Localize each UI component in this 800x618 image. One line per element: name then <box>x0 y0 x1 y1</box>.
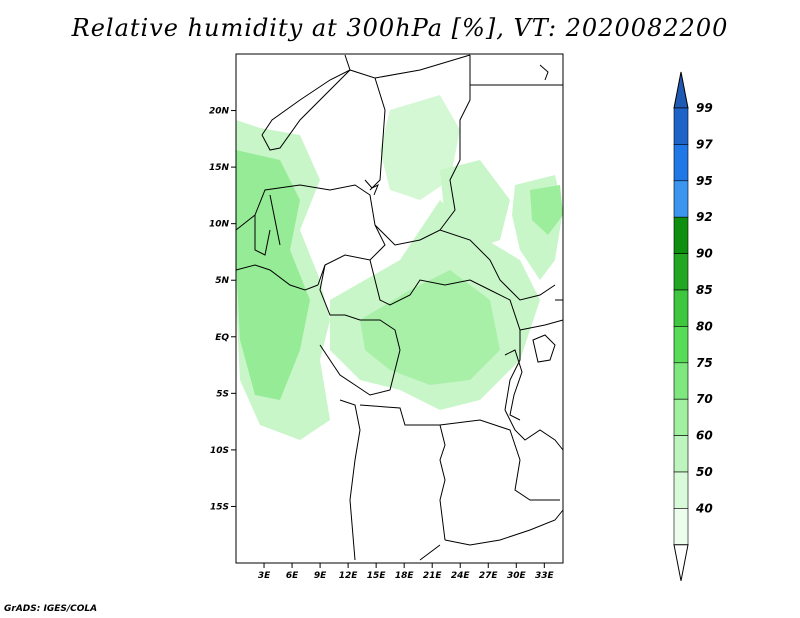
colorbar-segment <box>673 253 689 291</box>
colorbar-segment <box>673 289 689 327</box>
colorbar-label: 97 <box>696 137 713 151</box>
lon-tick-label: 21E <box>423 571 443 581</box>
colorbar-segment <box>673 216 689 254</box>
longitude-axis: 3E 6E 9E 12E 15E 18E 21E 24E 27E 30E 33E <box>258 563 555 581</box>
lon-tick-label: 9E <box>314 571 327 581</box>
colorbar-label: 50 <box>696 465 713 479</box>
colorbar-bottom-arrow <box>673 544 689 581</box>
lat-tick-label: 5S <box>216 389 229 399</box>
colorbar-label: 40 <box>695 501 713 515</box>
grads-credit: GrADS: IGES/COLA <box>4 604 98 614</box>
humidity-region-east-core <box>530 185 563 235</box>
colorbar-label: 75 <box>696 356 713 370</box>
humidity-region-central-core <box>360 270 500 385</box>
lon-tick-label: 30E <box>507 571 527 581</box>
lon-tick-label: 3E <box>258 571 271 581</box>
humidity-region-north <box>380 95 460 200</box>
colorbar-segment <box>673 398 689 436</box>
lon-tick-label: 33E <box>535 571 555 581</box>
lon-tick-label: 27E <box>479 571 499 581</box>
colorbar-segment <box>673 362 689 400</box>
lat-tick-label: 5N <box>215 276 229 286</box>
colorbar-segment <box>673 435 689 473</box>
lon-tick-label: 15E <box>367 571 387 581</box>
colorbar: 99 97 95 92 90 85 80 75 70 60 50 40 <box>673 71 713 581</box>
colorbar-top-arrow <box>673 71 689 109</box>
humidity-region-northeast <box>440 160 510 250</box>
colorbar-segment <box>673 180 689 218</box>
lat-tick-label: EQ <box>215 333 229 343</box>
map-title: Relative humidity at 300hPa [%], VT: 202… <box>71 14 729 42</box>
country-boundaries <box>235 54 564 561</box>
lon-tick-label: 18E <box>395 571 415 581</box>
colorbar-segment <box>673 508 689 546</box>
lon-tick-label: 12E <box>339 571 359 581</box>
humidity-shading <box>236 95 563 440</box>
colorbar-segment <box>673 471 689 509</box>
lon-tick-label: 24E <box>451 571 471 581</box>
colorbar-label: 80 <box>696 319 713 333</box>
colorbar-label: 92 <box>696 210 713 224</box>
colorbar-label: 85 <box>696 283 713 297</box>
humidity-region-west-core <box>236 150 310 400</box>
colorbar-segment <box>673 144 689 182</box>
lat-tick-label: 15S <box>210 502 229 512</box>
colorbar-label: 95 <box>696 174 713 188</box>
colorbar-label: 70 <box>696 392 713 406</box>
colorbar-label: 60 <box>696 429 713 443</box>
lat-tick-label: 10S <box>210 446 229 456</box>
lat-tick-label: 10N <box>209 220 230 230</box>
colorbar-label: 90 <box>696 247 713 261</box>
lon-tick-label: 6E <box>286 571 299 581</box>
lat-tick-label: 15N <box>209 163 230 173</box>
map-frame <box>235 53 564 564</box>
colorbar-segment <box>673 326 689 364</box>
colorbar-segment <box>673 107 689 145</box>
latitude-axis: 20N 15N 10N 5N EQ 5S 10S 15S <box>209 107 236 512</box>
lat-tick-label: 20N <box>209 107 230 117</box>
colorbar-label: 99 <box>696 101 713 115</box>
